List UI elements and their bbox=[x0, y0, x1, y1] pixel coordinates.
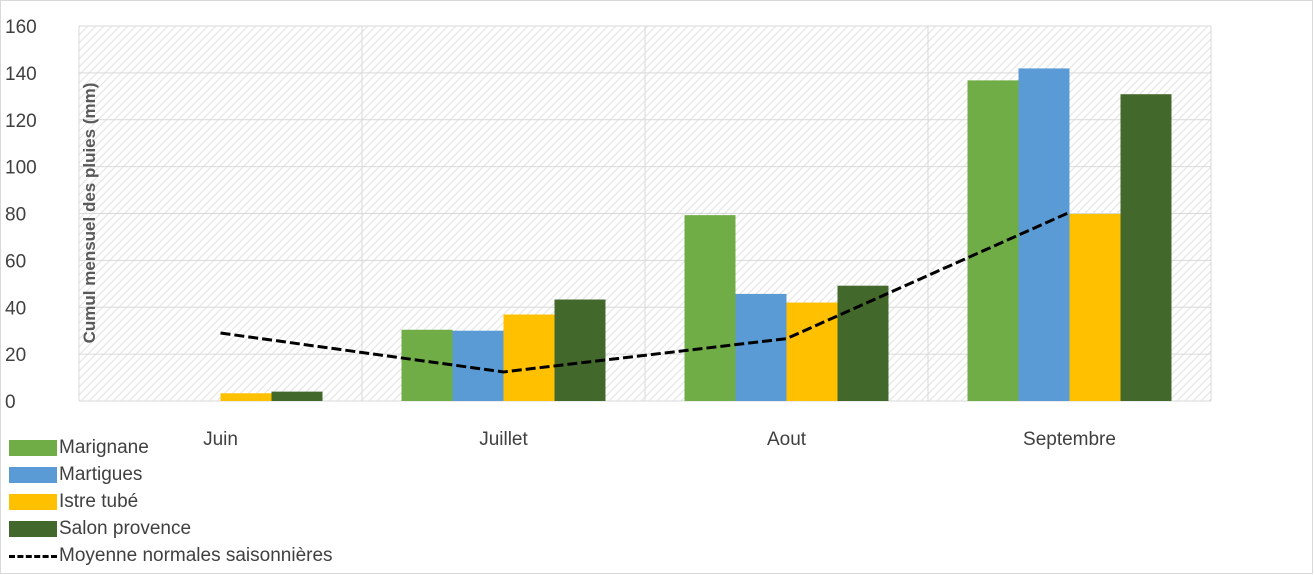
y-tick-label-20: 20 bbox=[5, 345, 26, 366]
legend-label: Salon provence bbox=[59, 518, 192, 539]
y-tick-label-80: 80 bbox=[5, 205, 26, 226]
legend-swatch bbox=[9, 440, 57, 456]
bar-salon-provence-juillet bbox=[554, 299, 606, 401]
average-line-layer bbox=[220, 210, 1071, 374]
bar-marignane-juillet bbox=[401, 329, 453, 401]
legend-item-salon-provence: Salon provence bbox=[9, 516, 191, 542]
x-tick-label-aout: Aout bbox=[767, 429, 807, 450]
legend-swatch bbox=[9, 554, 57, 558]
bar-istre-tube-juin bbox=[220, 393, 272, 401]
legend-swatch bbox=[9, 467, 57, 483]
bar-salon-provence-septembre bbox=[1120, 94, 1172, 401]
bar-istre-tube-juillet bbox=[503, 314, 555, 401]
y-tick-label-140: 140 bbox=[5, 64, 37, 85]
legend-label: Istre tubé bbox=[59, 491, 139, 512]
legend-swatch bbox=[9, 494, 57, 510]
x-tick-labels: Juin Juillet Aout Septembre bbox=[203, 429, 1116, 450]
y-tick-label-60: 60 bbox=[5, 251, 26, 272]
y-tick-label-40: 40 bbox=[5, 298, 26, 319]
bar-istre-tube-septembre bbox=[1069, 213, 1121, 401]
legend-label: Martigues bbox=[59, 464, 143, 485]
y-tick-label-100: 100 bbox=[5, 158, 37, 179]
bar-marignane-aout bbox=[684, 215, 736, 401]
line-moyenne-normales-saisonnieres bbox=[220, 210, 1071, 374]
x-tick-label-juillet: Juillet bbox=[479, 429, 528, 450]
bar-salon-provence-juin bbox=[271, 391, 323, 401]
y-tick-label-0: 0 bbox=[5, 392, 16, 413]
legend-label: Moyenne normales saisonnières bbox=[59, 545, 333, 566]
bar-martigues-septembre bbox=[1018, 68, 1070, 401]
y-tick-labels: 0 20 40 60 80 100 120 140 160 bbox=[5, 17, 37, 413]
x-tick-label-juin: Juin bbox=[203, 429, 238, 450]
x-tick-label-septembre: Septembre bbox=[1023, 429, 1116, 450]
legend-label: Marignane bbox=[59, 437, 149, 458]
legend-item-moyenne-normales-saisonnieres: Moyenne normales saisonnières bbox=[9, 543, 333, 569]
legend-item-marignane: Marignane bbox=[9, 435, 149, 461]
bar-salon-provence-aout bbox=[837, 285, 889, 401]
bar-martigues-aout bbox=[735, 293, 787, 401]
legend-item-istre-tube: Istre tubé bbox=[9, 489, 138, 515]
legend-item-martigues: Martigues bbox=[9, 462, 142, 488]
legend-swatch bbox=[9, 521, 57, 537]
y-tick-label-160: 160 bbox=[5, 17, 37, 38]
bar-marignane-septembre bbox=[967, 80, 1019, 401]
bar-istre-tube-aout bbox=[786, 302, 838, 401]
y-tick-label-120: 120 bbox=[5, 111, 37, 132]
y-axis-title: Cumul mensuel des pluies (mm) bbox=[80, 83, 99, 344]
